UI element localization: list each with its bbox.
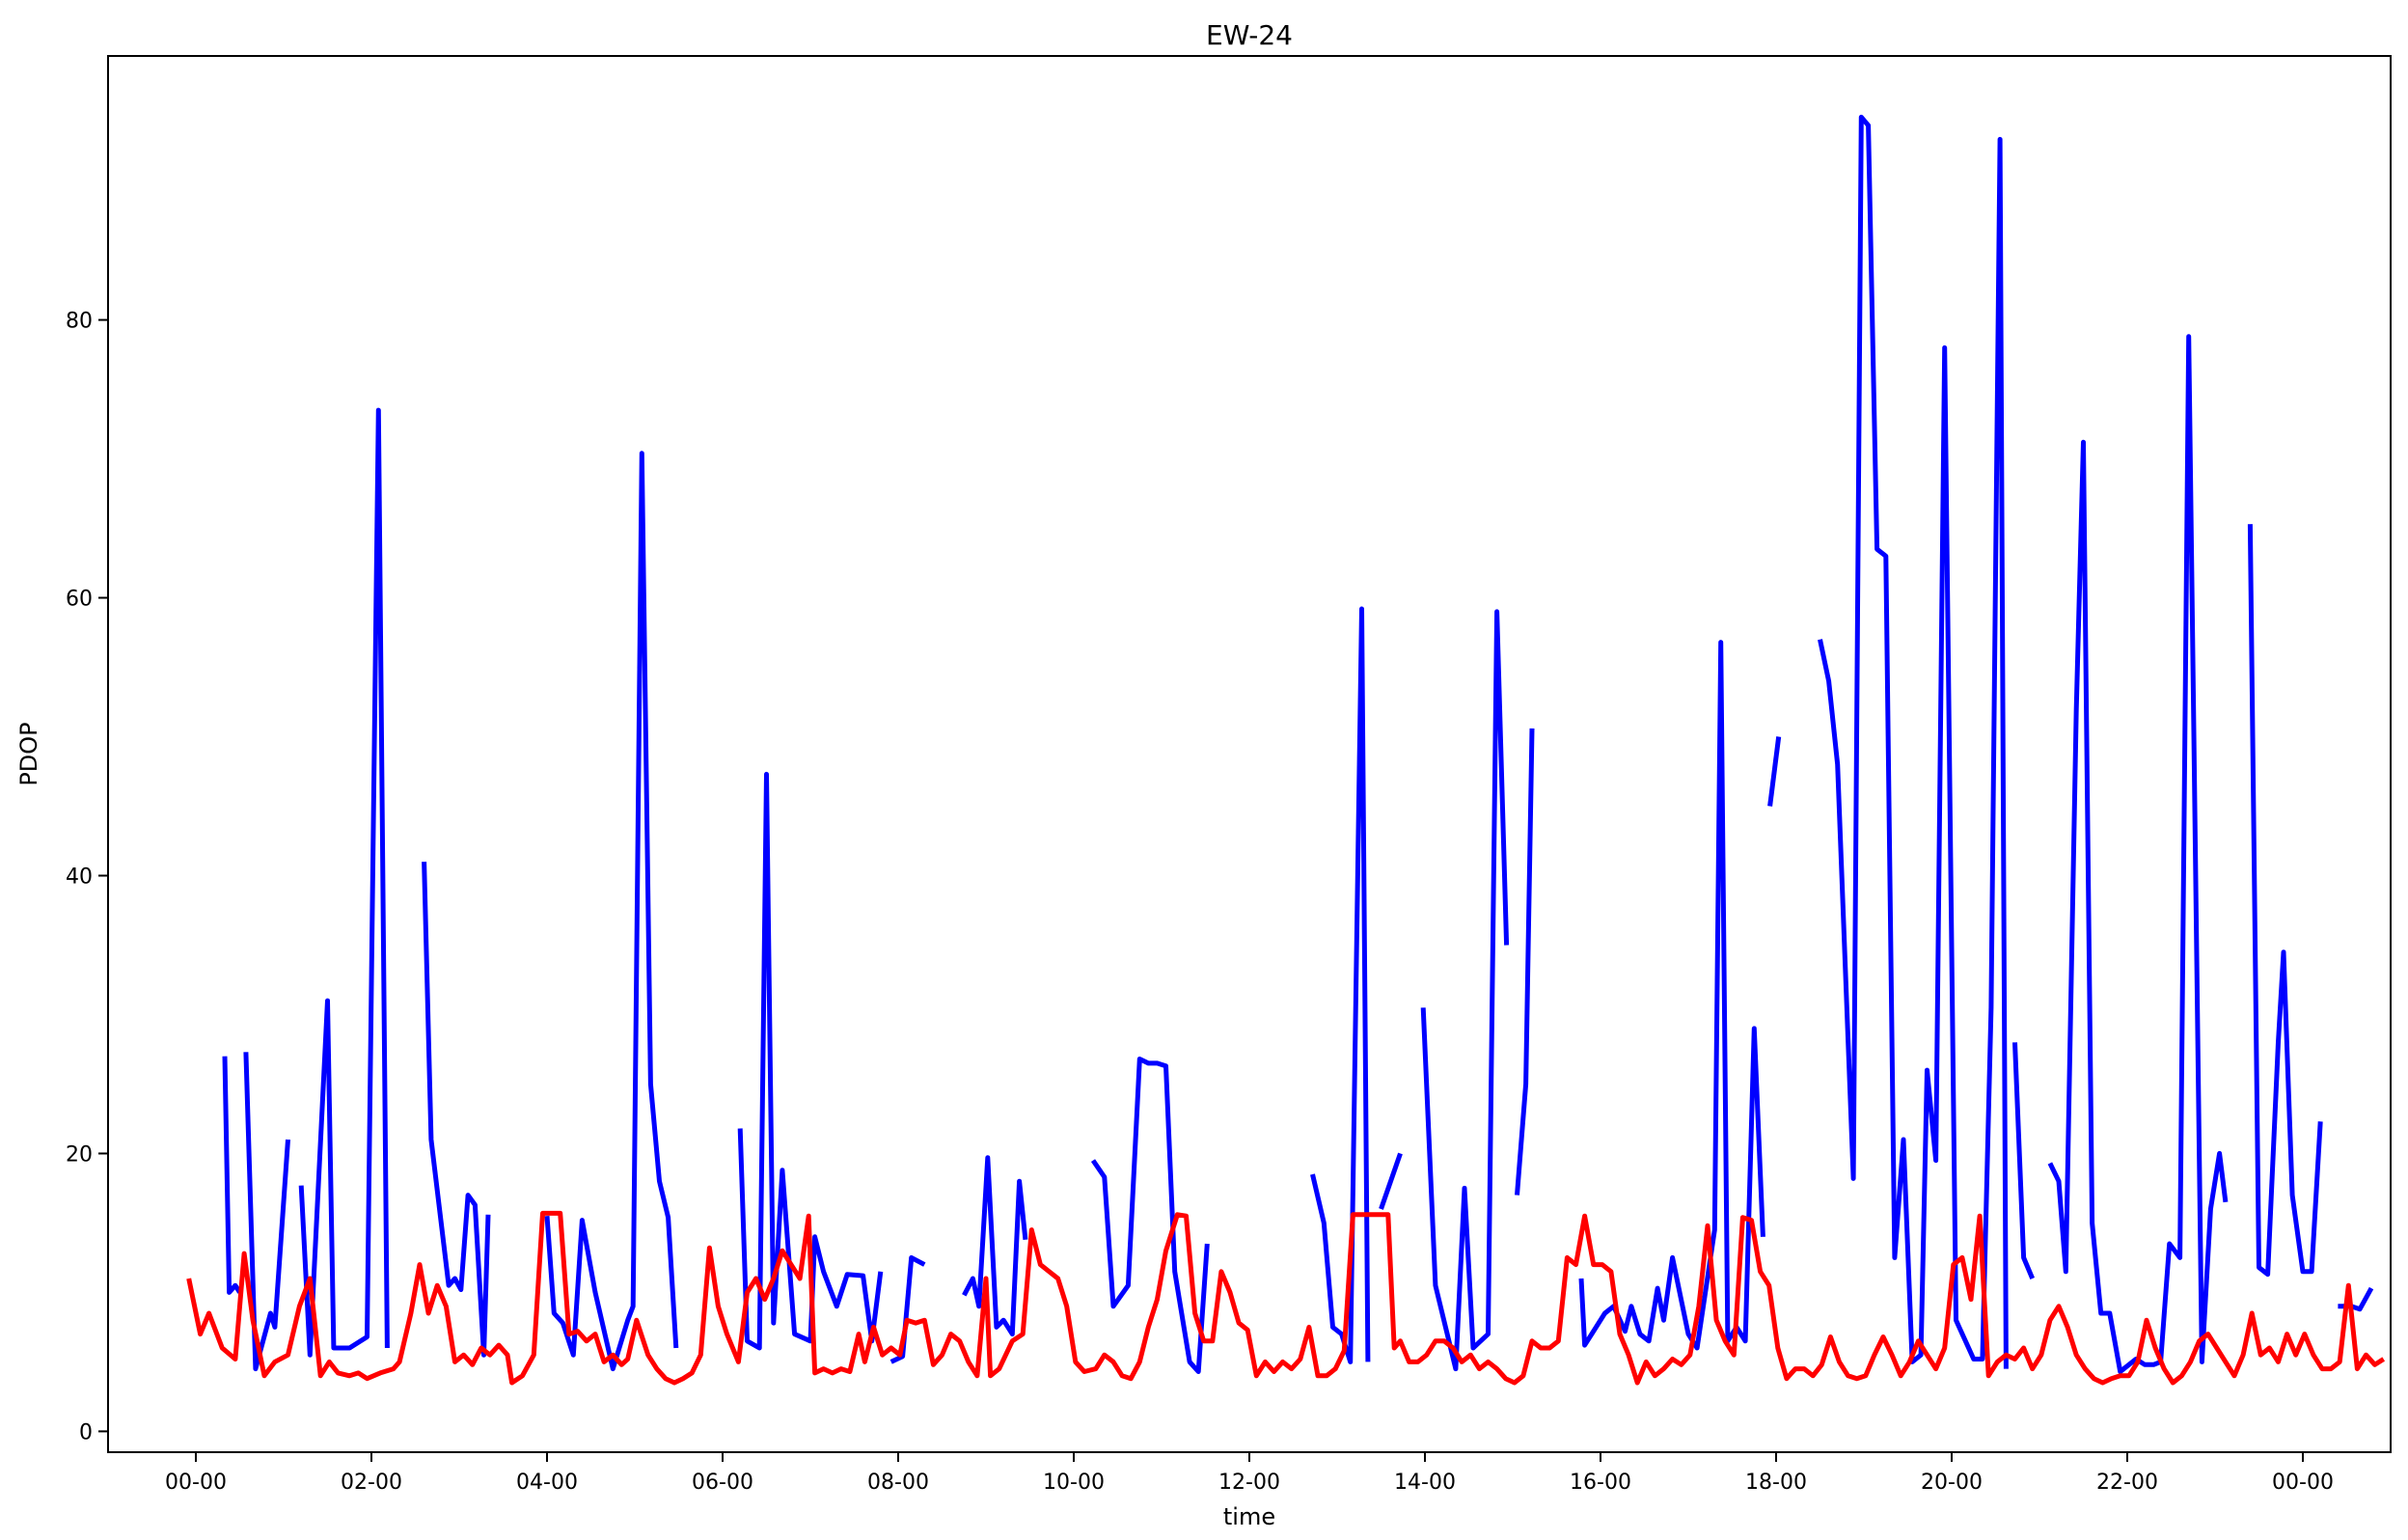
x-tick-label: 12-00 <box>1218 1471 1280 1495</box>
y-tick-label: 60 <box>66 588 93 612</box>
y-tick-label: 20 <box>66 1142 93 1167</box>
series-0-line-segment-18 <box>2247 524 2323 1278</box>
series-0-line-segment-6 <box>889 1254 926 1364</box>
x-axis-label: time <box>1223 1503 1275 1530</box>
series-0-line-segment-9 <box>1310 606 1371 1364</box>
series-0-line-segment-11 <box>1420 609 1510 1372</box>
y-tick-label: 80 <box>66 310 93 334</box>
series-0-line-segment-0 <box>222 1056 242 1295</box>
x-tick-label: 22-00 <box>2096 1471 2158 1495</box>
x-tick-label: 16-00 <box>1570 1471 1631 1495</box>
series-0-line-segment-3 <box>422 862 491 1358</box>
series-0-line-segment-7 <box>962 1155 1028 1337</box>
x-tick-label: 00-00 <box>165 1471 227 1495</box>
series-0-line-segment-12 <box>1515 728 1535 1196</box>
series-1-line-segment-0 <box>186 1210 2386 1386</box>
x-tick-label: 02-00 <box>341 1471 402 1495</box>
x-tick-label: 10-00 <box>1043 1471 1105 1495</box>
x-tick-label: 00-00 <box>2272 1471 2334 1495</box>
y-axis: 0 20 40 60 80 <box>66 310 108 1444</box>
series-0-line-segment-10 <box>1379 1152 1403 1210</box>
x-axis: 00-00 02-00 04-00 06-00 08-00 10-00 12-00 14-00… <box>165 1452 2334 1495</box>
x-tick-label: 06-00 <box>692 1471 753 1495</box>
series-0-line-segment-5 <box>737 771 884 1351</box>
x-tick-label: 14-00 <box>1394 1471 1456 1495</box>
series-0-line-segment-8 <box>1090 1057 1210 1374</box>
chart-title: EW-24 <box>1206 19 1293 51</box>
series-0-line-segment-16 <box>2012 1042 2036 1279</box>
series-0-line-segment-1 <box>243 1052 290 1372</box>
y-axis-label: PDOP <box>15 722 42 785</box>
series-0-line-segment-4 <box>544 451 679 1372</box>
series-0-line-segment-14 <box>1767 736 1782 807</box>
y-tick-label: 0 <box>79 1420 93 1444</box>
series-0-line-segment-15 <box>1818 114 2009 1369</box>
series-layer <box>186 114 2386 1386</box>
series-0-line-segment-17 <box>2047 334 2229 1374</box>
x-tick-label: 20-00 <box>1921 1471 1983 1495</box>
y-tick-label: 40 <box>66 865 93 889</box>
x-tick-label: 04-00 <box>516 1471 578 1495</box>
x-tick-label: 18-00 <box>1745 1471 1807 1495</box>
x-tick-label: 08-00 <box>867 1471 929 1495</box>
